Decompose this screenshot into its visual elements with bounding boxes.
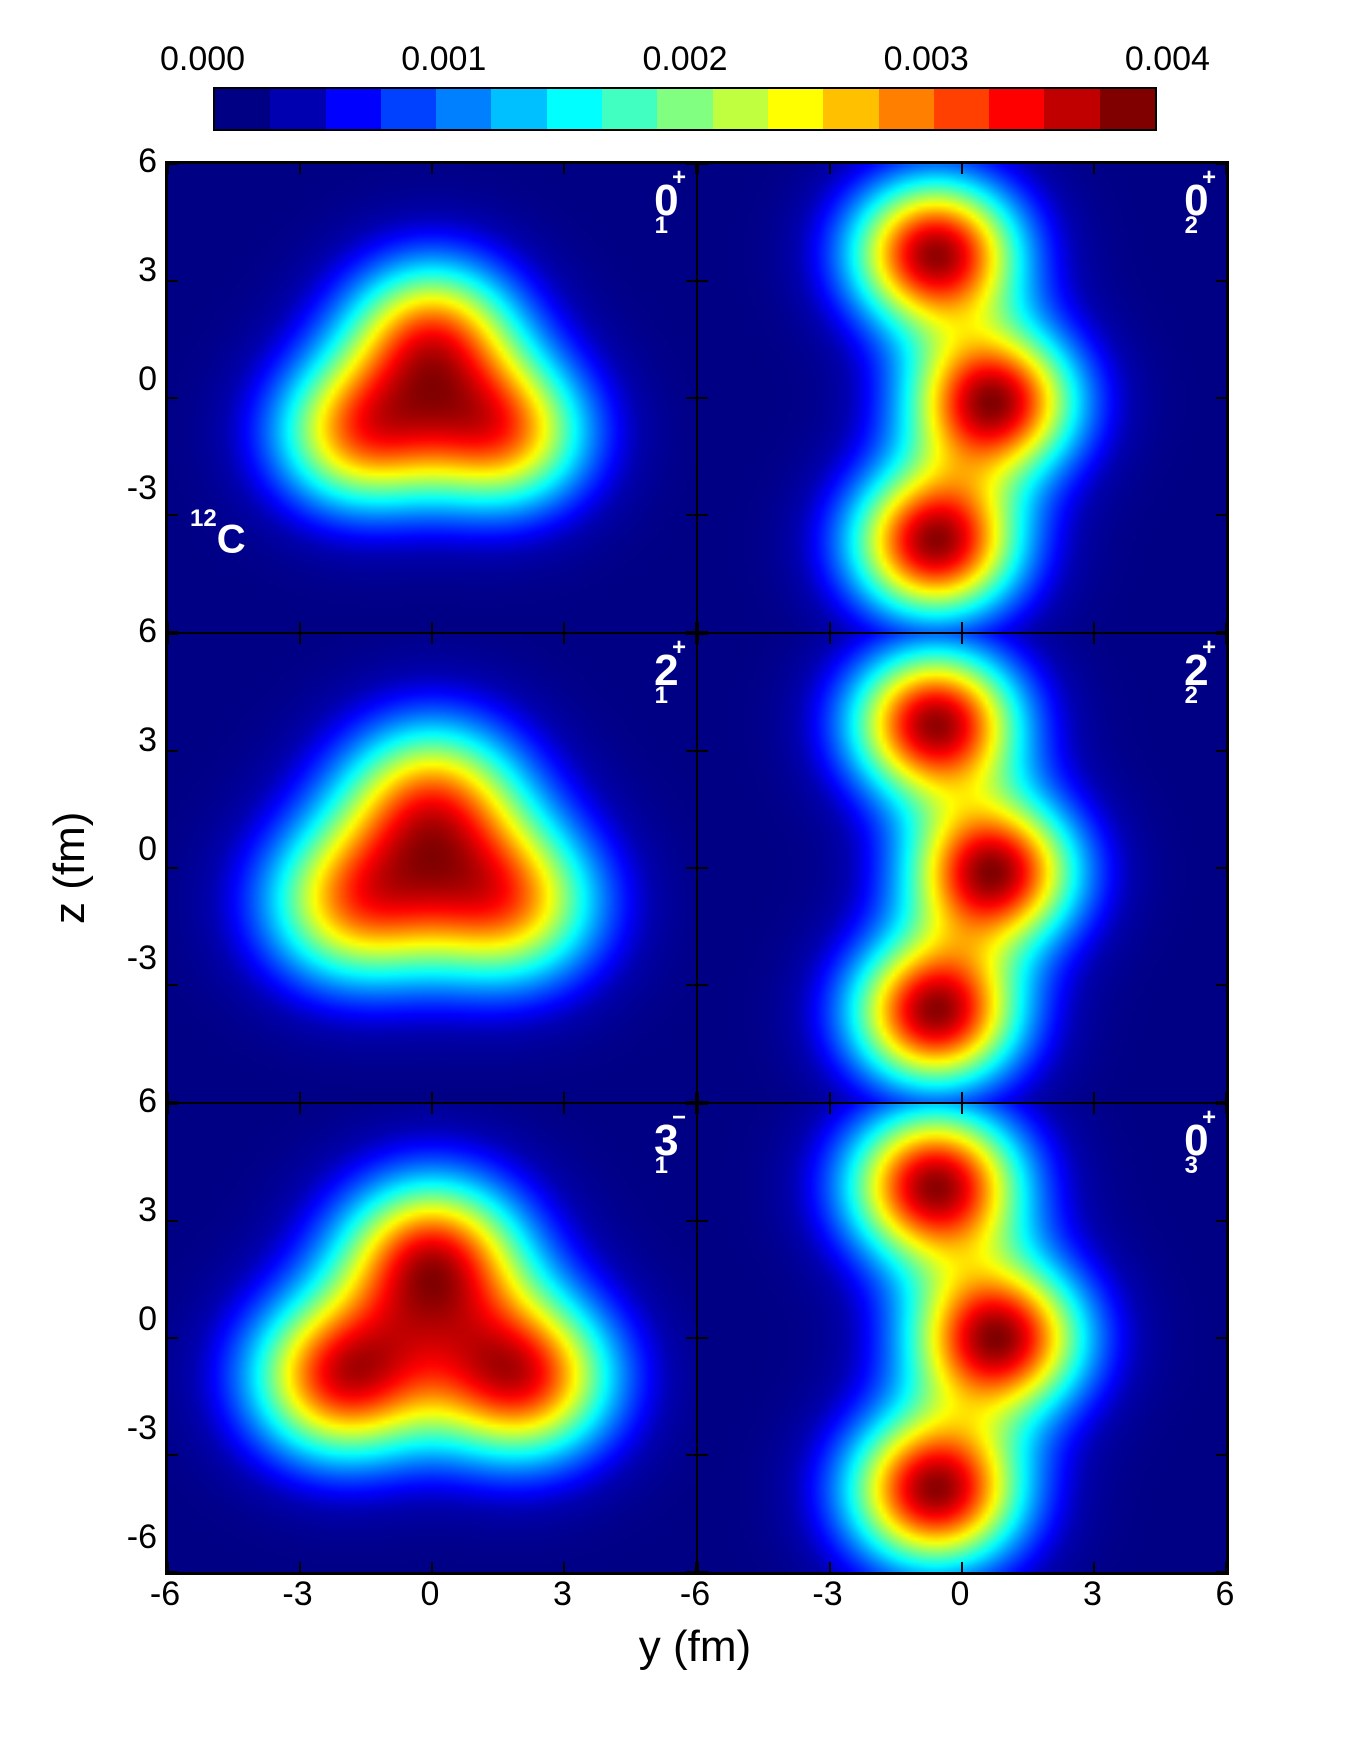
ytick: 6 — [100, 614, 165, 648]
density-panel: 02+ — [697, 163, 1227, 633]
density-panel: 22+ — [697, 633, 1227, 1103]
state-parity: + — [672, 634, 686, 661]
state-label: 02+ — [1184, 176, 1218, 232]
y-axis-ticks: 6 3 0 -3 6 3 0 -3 6 3 0 -3 -6 — [100, 161, 165, 1575]
state-parity: + — [1202, 634, 1216, 661]
x-axis: -6 -3 0 3 -6 -3 0 3 6 y (fm) — [165, 1575, 1225, 1672]
state-label: 01+ — [654, 176, 688, 232]
state-index: 1 — [655, 682, 668, 709]
colorbar-bar — [213, 87, 1157, 131]
heatmap-canvas — [698, 1104, 1226, 1572]
state-parity: − — [672, 1104, 686, 1131]
cb-tick: 0.002 — [642, 40, 727, 79]
cb-tick: 0.003 — [884, 40, 969, 79]
heatmap-canvas — [698, 164, 1226, 632]
figure: 0.000 0.001 0.002 0.003 0.004 z (fm) 6 3… — [40, 40, 1310, 1672]
state-index: 3 — [1185, 1152, 1198, 1179]
ytick: 3 — [100, 723, 165, 757]
ytick: -3 — [100, 941, 165, 975]
heatmap-canvas — [168, 634, 696, 1102]
y-axis-label: z (fm) — [40, 161, 100, 1575]
state-parity: + — [1202, 1104, 1216, 1131]
colorbar-ticks: 0.000 0.001 0.002 0.003 0.004 — [130, 40, 1240, 79]
density-panel: 01+ 12C — [167, 163, 697, 633]
ytick: 0 — [100, 832, 165, 866]
state-index: 2 — [1185, 212, 1198, 239]
state-label: 31− — [654, 1116, 688, 1172]
ytick: 6 — [100, 144, 165, 178]
nucleus-label: 12C — [190, 517, 246, 562]
state-label: 22+ — [1184, 646, 1218, 702]
x-axis-ticks: -6 -3 0 3 -6 -3 0 3 6 — [165, 1575, 1225, 1614]
ytick: 3 — [100, 1193, 165, 1227]
ytick: 0 — [100, 362, 165, 396]
density-panel: 21+ — [167, 633, 697, 1103]
ytick: -3 — [100, 1411, 165, 1445]
plot-grid: z (fm) 6 3 0 -3 6 3 0 -3 6 3 0 -3 -6 — [40, 161, 1310, 1575]
cb-tick: 0.001 — [401, 40, 486, 79]
ytick: 6 — [100, 1084, 165, 1118]
state-index: 1 — [655, 212, 668, 239]
density-panel: 31− — [167, 1103, 697, 1573]
state-parity: + — [1202, 164, 1216, 191]
cb-tick: 0.004 — [1125, 40, 1210, 79]
heatmap-canvas — [168, 1104, 696, 1572]
heatmap-canvas — [698, 634, 1226, 1102]
state-index: 2 — [1185, 682, 1198, 709]
state-label: 03+ — [1184, 1116, 1218, 1172]
state-index: 1 — [655, 1152, 668, 1179]
ytick: -6 — [100, 1520, 165, 1554]
heatmap-canvas — [168, 164, 696, 632]
state-label: 21+ — [654, 646, 688, 702]
ytick: 3 — [100, 253, 165, 287]
x-axis-label: y (fm) — [165, 1622, 1225, 1672]
ytick: -3 — [100, 471, 165, 505]
state-parity: + — [672, 164, 686, 191]
cb-tick: 0.000 — [160, 40, 245, 79]
density-panel: 03+ — [697, 1103, 1227, 1573]
panels: 01+12C02+21+22+31−03+ — [165, 161, 1229, 1575]
colorbar: 0.000 0.001 0.002 0.003 0.004 — [160, 40, 1210, 131]
ytick: 0 — [100, 1302, 165, 1336]
